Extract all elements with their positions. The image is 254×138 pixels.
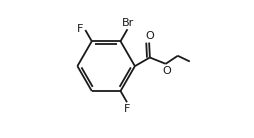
Text: O: O [146,31,154,41]
Text: Br: Br [122,18,134,28]
Text: O: O [162,66,171,76]
Text: F: F [77,24,84,34]
Text: F: F [124,104,131,114]
